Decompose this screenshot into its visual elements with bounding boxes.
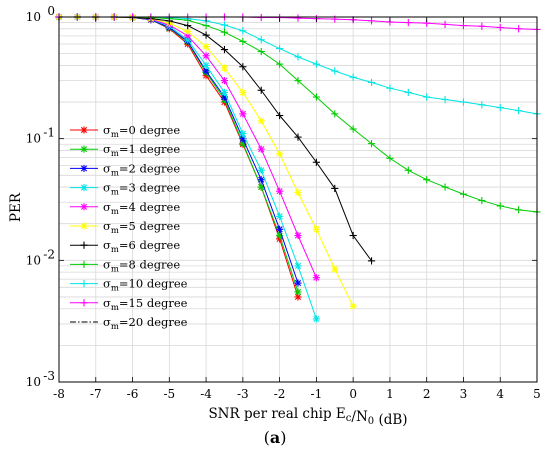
data-marker [313, 274, 320, 281]
data-marker [239, 110, 246, 117]
x-tick-label: -2 [274, 387, 286, 401]
y-tick-exponent: -3 [43, 369, 55, 383]
legend-entry: σm=5 degree [70, 219, 180, 236]
data-marker [294, 288, 302, 296]
data-marker [258, 167, 265, 174]
legend-label: σm=0 degree [103, 123, 180, 140]
legend-entry: σm=0 degree [70, 123, 180, 140]
legend-entry: σm=2 degree [70, 161, 180, 178]
x-tick-label: 3 [460, 387, 468, 401]
legend-label: σm=6 degree [103, 238, 180, 255]
data-marker [331, 265, 338, 273]
caption-close-paren: ) [280, 428, 287, 447]
legend-entry: σm=6 degree [70, 238, 180, 255]
data-marker [221, 65, 228, 72]
x-tick-label: -4 [200, 387, 212, 401]
legend-entry: σm=8 degree [70, 257, 180, 274]
y-tick-label: 10 [26, 10, 41, 24]
legend-entry: σm=1 degree [70, 142, 180, 159]
legend-entry: σm=10 degree [70, 277, 188, 294]
data-marker [80, 126, 88, 134]
y-tick-label: 10 [26, 375, 41, 389]
data-marker [276, 188, 283, 195]
data-marker [184, 28, 191, 35]
x-tick-label: 5 [533, 387, 541, 401]
y-tick-exponent: -1 [43, 126, 55, 140]
data-marker [294, 293, 302, 301]
x-tick-label: -7 [90, 387, 102, 401]
x-tick-label: -8 [53, 387, 65, 401]
data-marker [313, 315, 320, 323]
data-marker [239, 130, 246, 137]
legend-entry: σm=4 degree [70, 200, 180, 217]
data-marker [258, 176, 265, 183]
legend-entry: σm=15 degree [70, 296, 188, 313]
data-marker [294, 232, 302, 239]
y-tick-label: 10 [26, 253, 41, 267]
y-axis-title: PER [8, 192, 24, 222]
data-marker [221, 77, 228, 84]
data-marker [313, 226, 320, 233]
data-marker [294, 189, 302, 196]
x-tick-label: 1 [386, 387, 394, 401]
x-tick-label: 4 [496, 387, 504, 401]
data-marker [258, 146, 265, 153]
data-marker [221, 89, 228, 96]
data-marker [276, 213, 283, 220]
data-marker [294, 262, 302, 269]
legend-label: σm=3 degree [103, 181, 180, 198]
caption-letter: a [269, 428, 281, 447]
series-9 [55, 13, 541, 34]
y-tick-exponent: -2 [43, 247, 55, 261]
x-tick-label: 0 [349, 387, 357, 401]
data-marker [258, 117, 265, 124]
legend-entry: σm=3 degree [70, 181, 180, 198]
x-axis-title: SNR per real chip Ec/N0 (dB) [208, 406, 407, 428]
legend-label: σm=10 degree [103, 277, 188, 294]
y-tick-label: 10 [26, 132, 41, 146]
legend-label: σm=4 degree [103, 200, 180, 217]
legend-label: σm=2 degree [103, 161, 180, 178]
plot-frame [58, 16, 538, 383]
legend-label: σm=5 degree [103, 219, 180, 236]
y-tick-exponent: 0 [47, 4, 55, 18]
caption-open-paren: ( [263, 428, 270, 447]
data-marker [202, 67, 210, 75]
x-tick-label: 2 [423, 387, 431, 401]
data-marker [80, 165, 88, 172]
data-marker [80, 184, 88, 191]
data-marker [202, 52, 210, 59]
data-marker [80, 146, 88, 153]
legend: σm=0 degree σm=1 degree σm=2 degree σm=3 de… [70, 123, 188, 332]
data-marker [202, 62, 210, 69]
x-tick-label: -6 [127, 387, 139, 401]
x-tick-label: -1 [311, 387, 323, 401]
figure-caption: (a) [0, 428, 550, 447]
legend-entry: σm=20 degree [70, 315, 188, 332]
legend-label: σm=15 degree [103, 296, 188, 313]
x-tick-label: -3 [237, 387, 249, 401]
data-marker [80, 222, 88, 230]
data-marker [202, 43, 210, 50]
data-marker [350, 303, 357, 310]
x-tick-label: -5 [163, 387, 175, 401]
data-marker [276, 226, 283, 233]
data-marker [276, 150, 283, 157]
series-line [59, 16, 299, 298]
legend-label: σm=20 degree [103, 315, 188, 332]
legend-label: σm=1 degree [103, 142, 180, 159]
data-marker [239, 139, 246, 147]
data-marker [221, 93, 228, 101]
data-marker [239, 89, 246, 96]
legend-label: σm=8 degree [103, 257, 180, 274]
data-marker [294, 280, 302, 287]
data-marker [80, 203, 88, 210]
